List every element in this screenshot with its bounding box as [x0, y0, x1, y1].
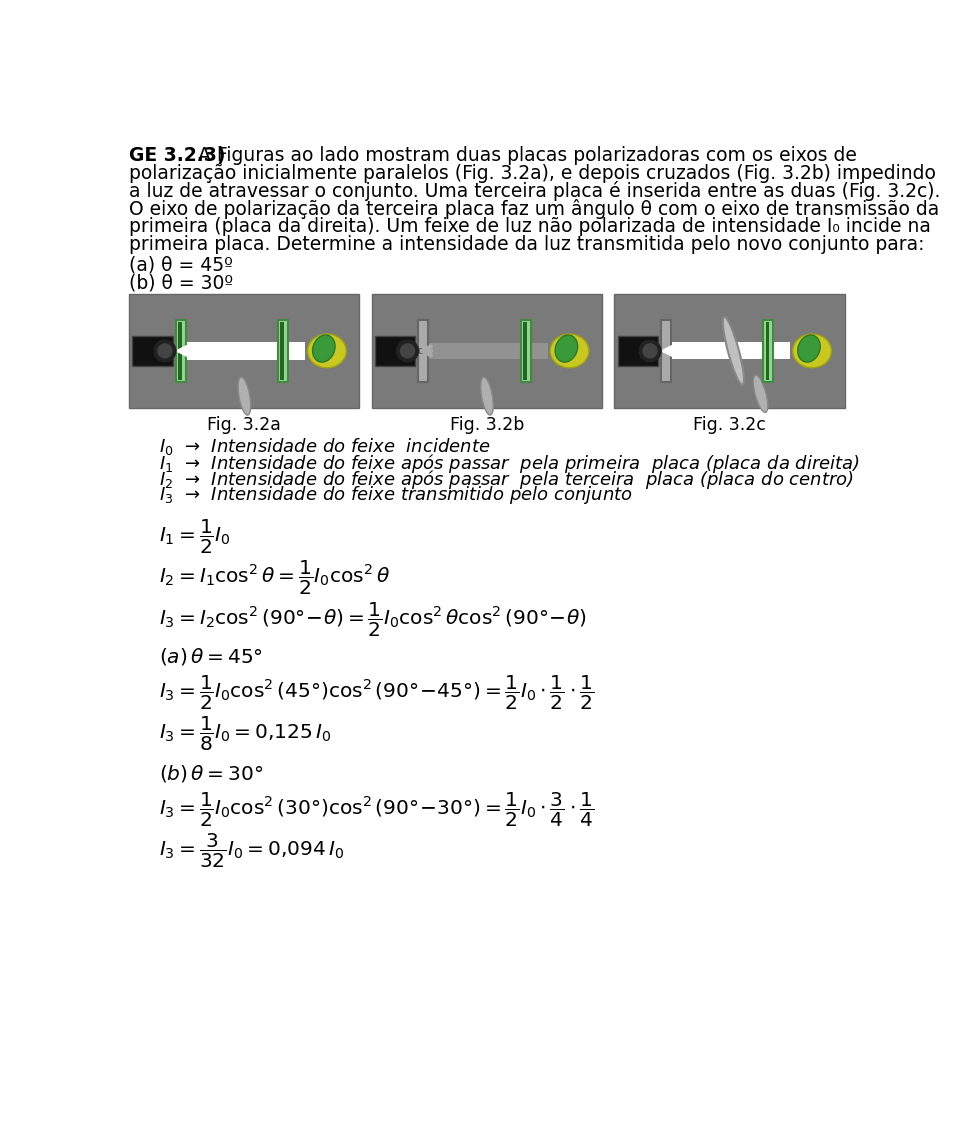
FancyBboxPatch shape — [419, 319, 428, 382]
Ellipse shape — [754, 376, 768, 413]
Ellipse shape — [555, 335, 578, 362]
Ellipse shape — [307, 334, 347, 368]
Circle shape — [400, 344, 415, 358]
FancyBboxPatch shape — [617, 336, 658, 365]
Text: $(a)\,\theta = 45°$: $(a)\,\theta = 45°$ — [158, 646, 263, 667]
FancyBboxPatch shape — [669, 342, 790, 360]
Text: $I_3 = \dfrac{3}{32}I_0 = 0{,}094\,I_0$: $I_3 = \dfrac{3}{32}I_0 = 0{,}094\,I_0$ — [158, 832, 344, 870]
FancyBboxPatch shape — [419, 348, 428, 354]
FancyBboxPatch shape — [614, 294, 845, 408]
Circle shape — [639, 340, 660, 362]
Circle shape — [155, 340, 176, 362]
FancyBboxPatch shape — [280, 322, 284, 380]
Circle shape — [643, 344, 657, 358]
FancyBboxPatch shape — [520, 319, 531, 382]
Text: primeira (placa da direita). Um feixe de luz não polarizada de intensidade I₀ in: primeira (placa da direita). Um feixe de… — [130, 216, 931, 235]
Text: $I_3$  →  Intensidade do feixe transmitido pelo conjunto: $I_3$ → Intensidade do feixe transmitido… — [158, 484, 633, 506]
Text: $I_3 = \dfrac{1}{8}I_0 = 0{,}125\,I_0$: $I_3 = \dfrac{1}{8}I_0 = 0{,}125\,I_0$ — [158, 715, 331, 753]
Ellipse shape — [550, 334, 588, 368]
Text: $I_1 = \dfrac{1}{2}I_0$: $I_1 = \dfrac{1}{2}I_0$ — [158, 517, 230, 556]
Ellipse shape — [238, 377, 251, 415]
Circle shape — [396, 340, 419, 362]
Ellipse shape — [793, 334, 831, 368]
FancyBboxPatch shape — [179, 322, 182, 380]
FancyBboxPatch shape — [183, 342, 305, 360]
Text: Fig. 3.2a: Fig. 3.2a — [207, 416, 281, 434]
FancyBboxPatch shape — [426, 343, 548, 359]
Text: (a) θ = 45º: (a) θ = 45º — [130, 256, 233, 275]
Text: $(b)\,\theta = 30°$: $(b)\,\theta = 30°$ — [158, 762, 263, 784]
Text: Fig. 3.2b: Fig. 3.2b — [450, 416, 524, 434]
Text: $I_2$  →  Intensidade do feixe após passar  pela terceira  placa (placa do centr: $I_2$ → Intensidade do feixe após passar… — [158, 467, 853, 491]
Text: $I_2 = I_1\cos^2\theta = \dfrac{1}{2}I_0\cos^2\theta$: $I_2 = I_1\cos^2\theta = \dfrac{1}{2}I_0… — [158, 558, 390, 597]
FancyBboxPatch shape — [372, 294, 602, 408]
Text: $I_3 = \dfrac{1}{2}I_0\cos^2(30°)\cos^2(90°\!-\!30°) = \dfrac{1}{2}I_0\cdot\dfra: $I_3 = \dfrac{1}{2}I_0\cos^2(30°)\cos^2(… — [158, 790, 594, 828]
FancyBboxPatch shape — [132, 336, 173, 365]
Text: GE 3.2.3): GE 3.2.3) — [130, 146, 226, 165]
Text: Fig. 3.2c: Fig. 3.2c — [693, 416, 766, 434]
Text: primeira placa. Determine a intensidade da luz transmitida pelo novo conjunto pa: primeira placa. Determine a intensidade … — [130, 234, 924, 253]
Text: (b) θ = 30º: (b) θ = 30º — [130, 274, 233, 293]
FancyBboxPatch shape — [130, 294, 359, 408]
Ellipse shape — [481, 377, 493, 415]
Ellipse shape — [723, 317, 744, 385]
Text: $I_0$  →  Intensidade do feixe  incidente: $I_0$ → Intensidade do feixe incidente — [158, 436, 491, 456]
Circle shape — [158, 344, 172, 358]
Text: O eixo de polarização da terceira placa faz um ângulo θ com o eixo de transmissã: O eixo de polarização da terceira placa … — [130, 200, 940, 220]
Text: A Figuras ao lado mostram duas placas polarizadoras com os eixos de: A Figuras ao lado mostram duas placas po… — [198, 146, 856, 165]
Text: $I_1$  →  Intensidade do feixe após passar  pela primeira  placa (placa da direi: $I_1$ → Intensidade do feixe após passar… — [158, 452, 860, 475]
FancyBboxPatch shape — [523, 322, 527, 380]
Ellipse shape — [798, 335, 820, 362]
Ellipse shape — [313, 335, 335, 362]
FancyBboxPatch shape — [176, 319, 186, 382]
Text: polarização inicialmente paralelos (Fig. 3.2a), e depois cruzados (Fig. 3.2b) im: polarização inicialmente paralelos (Fig.… — [130, 164, 936, 183]
FancyBboxPatch shape — [660, 319, 671, 382]
FancyBboxPatch shape — [375, 336, 416, 365]
Text: $I_3 = \dfrac{1}{2}I_0\cos^2(45°)\cos^2(90°\!-\!45°) = \dfrac{1}{2}I_0\cdot\dfra: $I_3 = \dfrac{1}{2}I_0\cos^2(45°)\cos^2(… — [158, 674, 594, 712]
Text: a luz de atravessar o conjunto. Uma terceira placa é inserida entre as duas (Fig: a luz de atravessar o conjunto. Uma terc… — [130, 182, 941, 202]
FancyBboxPatch shape — [278, 319, 288, 382]
Text: $I_3 = I_2\cos^2(90°\!-\!\theta) = \dfrac{1}{2}I_0\cos^2\theta\cos^2(90°\!-\!\th: $I_3 = I_2\cos^2(90°\!-\!\theta) = \dfra… — [158, 601, 587, 639]
FancyBboxPatch shape — [765, 322, 770, 380]
FancyBboxPatch shape — [763, 319, 774, 382]
